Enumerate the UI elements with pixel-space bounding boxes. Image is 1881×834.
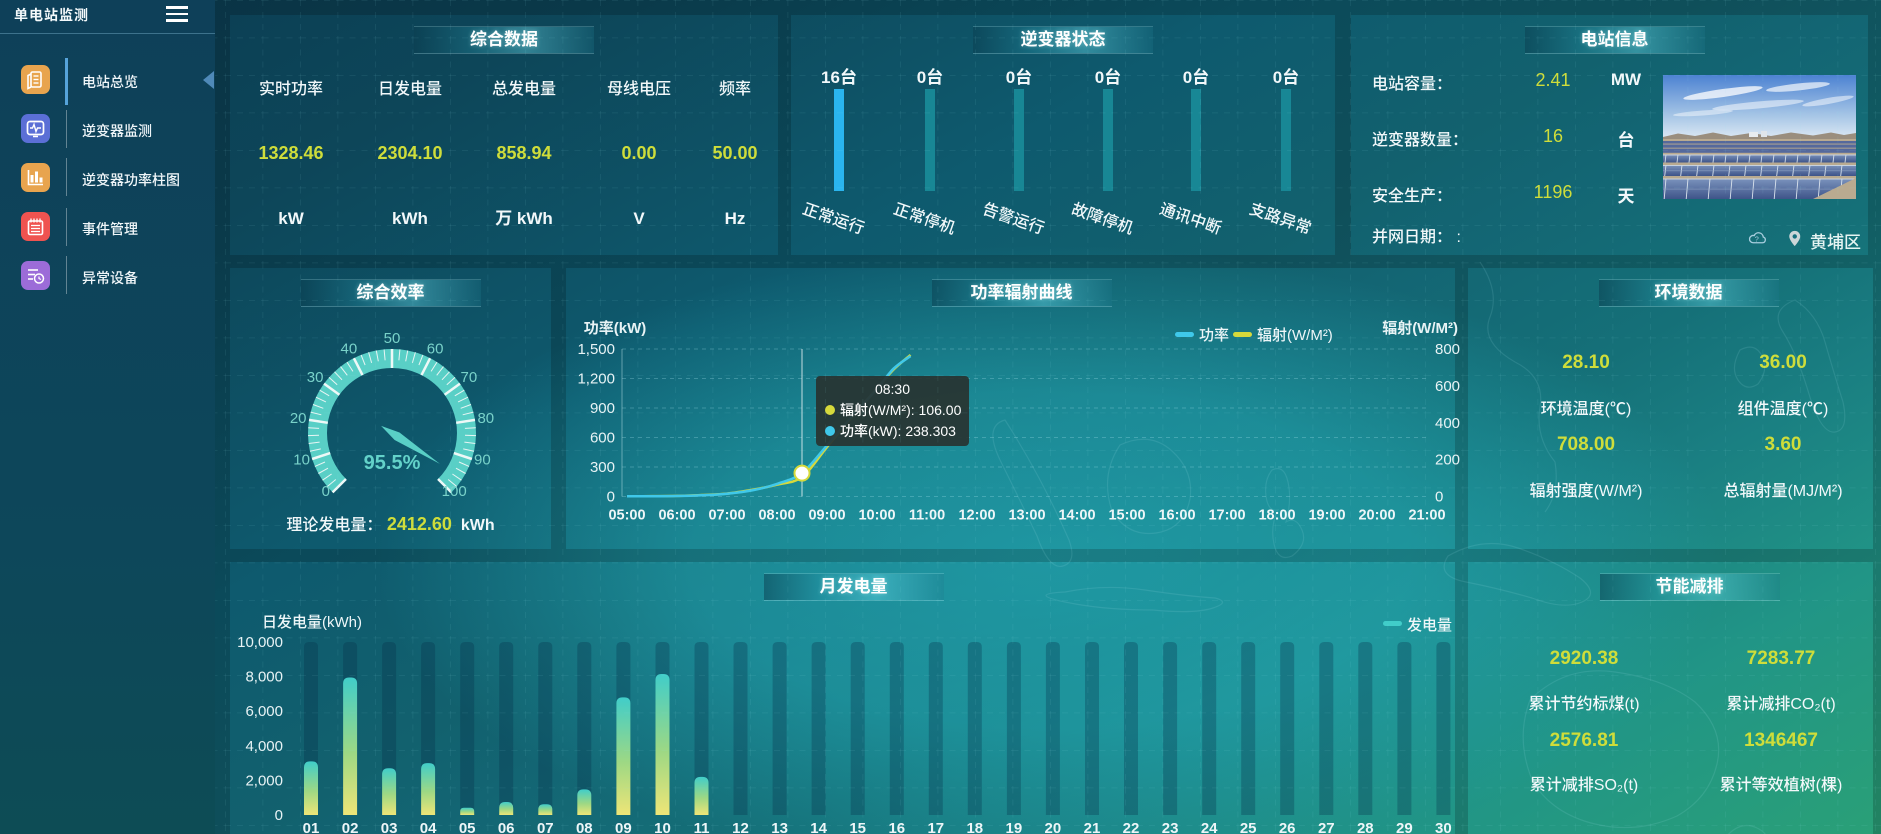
svg-text:8,000: 8,000 (245, 669, 283, 686)
svg-text:辐射(W/M²): 辐射(W/M²) (1257, 327, 1333, 344)
svg-text:0: 0 (607, 489, 615, 506)
svg-text:16: 16 (888, 820, 905, 834)
svg-text:2,000: 2,000 (245, 772, 283, 789)
svg-text:12:00: 12:00 (958, 508, 995, 524)
svg-text:1,500: 1,500 (577, 341, 615, 358)
svg-text:30: 30 (307, 369, 324, 386)
svg-text:15: 15 (849, 820, 866, 834)
svg-text:24: 24 (1201, 820, 1218, 834)
svg-text:02: 02 (342, 820, 359, 834)
svg-text:23: 23 (1162, 820, 1179, 834)
svg-text:100: 100 (442, 483, 467, 500)
svg-text:1,200: 1,200 (577, 371, 615, 388)
svg-text:05:00: 05:00 (608, 508, 645, 524)
svg-text:20:00: 20:00 (1358, 508, 1395, 524)
svg-text:发电量: 发电量 (1407, 617, 1452, 634)
svg-text:200: 200 (1435, 452, 1460, 469)
svg-text:0: 0 (275, 807, 283, 824)
svg-text:21: 21 (1084, 820, 1101, 834)
svg-text:27: 27 (1318, 820, 1335, 834)
svg-text:17:00: 17:00 (1208, 508, 1245, 524)
svg-text:22: 22 (1123, 820, 1140, 834)
svg-text:06: 06 (498, 820, 515, 834)
svg-text:80: 80 (477, 410, 494, 427)
svg-text:95.5%: 95.5% (364, 452, 421, 474)
svg-text:13:00: 13:00 (1008, 508, 1045, 524)
svg-text:28: 28 (1357, 820, 1374, 834)
svg-text:05: 05 (459, 820, 476, 834)
svg-text:21:00: 21:00 (1408, 508, 1445, 524)
svg-text:01: 01 (303, 820, 320, 834)
svg-text:09: 09 (615, 820, 632, 834)
svg-text:14:00: 14:00 (1058, 508, 1095, 524)
svg-text:600: 600 (590, 430, 615, 447)
svg-text:04: 04 (420, 820, 437, 834)
svg-text:6,000: 6,000 (245, 703, 283, 720)
svg-text:90: 90 (474, 451, 491, 468)
svg-text:400: 400 (1435, 415, 1460, 432)
svg-text:12: 12 (732, 820, 749, 834)
svg-text:20: 20 (290, 410, 307, 427)
svg-text:11: 11 (694, 820, 710, 834)
svg-text:10: 10 (293, 451, 310, 468)
svg-text:10,000: 10,000 (237, 634, 283, 651)
svg-text:日发电量(kWh): 日发电量(kWh) (262, 614, 362, 631)
svg-text:600: 600 (1435, 378, 1460, 395)
svg-text:08: 08 (576, 820, 593, 834)
svg-text:40: 40 (341, 340, 358, 357)
svg-text:300: 300 (590, 459, 615, 476)
svg-text:19:00: 19:00 (1308, 508, 1345, 524)
svg-text:19: 19 (1006, 820, 1023, 834)
svg-text:07: 07 (537, 820, 554, 834)
svg-text:800: 800 (1435, 341, 1460, 358)
svg-text:4,000: 4,000 (245, 738, 283, 755)
svg-text:60: 60 (427, 340, 444, 357)
svg-text:16:00: 16:00 (1158, 508, 1195, 524)
svg-text:11:00: 11:00 (909, 508, 945, 524)
svg-text:07:00: 07:00 (708, 508, 745, 524)
svg-text:08:00: 08:00 (758, 508, 795, 524)
svg-text:17: 17 (927, 820, 944, 834)
svg-text:10:00: 10:00 (858, 508, 895, 524)
svg-text:900: 900 (590, 400, 615, 417)
svg-text:70: 70 (461, 369, 478, 386)
svg-text:18: 18 (966, 820, 983, 834)
svg-text:15:00: 15:00 (1108, 508, 1145, 524)
svg-text:09:00: 09:00 (808, 508, 845, 524)
svg-text:0: 0 (322, 483, 330, 500)
svg-text:03: 03 (381, 820, 398, 834)
svg-text:10: 10 (654, 820, 671, 834)
svg-text:25: 25 (1240, 820, 1257, 834)
svg-text:20: 20 (1045, 820, 1062, 834)
svg-text:13: 13 (771, 820, 788, 834)
svg-text:功率: 功率 (1199, 327, 1229, 344)
svg-text:26: 26 (1279, 820, 1296, 834)
svg-text:14: 14 (810, 820, 827, 834)
svg-text:0: 0 (1435, 489, 1443, 506)
svg-text:50: 50 (384, 330, 401, 347)
svg-text:30: 30 (1435, 820, 1452, 834)
svg-text:辐射(W/M²): 辐射(W/M²) (1382, 319, 1458, 337)
svg-text:06:00: 06:00 (658, 508, 695, 524)
svg-text:?: ? (1755, 235, 1759, 244)
svg-text:18:00: 18:00 (1258, 508, 1295, 524)
svg-text:29: 29 (1396, 820, 1413, 834)
svg-text:功率(kW): 功率(kW) (584, 319, 647, 337)
